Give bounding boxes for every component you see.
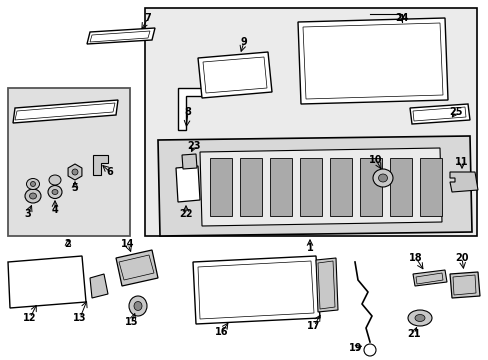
Polygon shape [409, 104, 469, 124]
Bar [269, 158, 291, 216]
Bar [329, 158, 351, 216]
Text: 16: 16 [215, 327, 228, 337]
Text: 7: 7 [144, 13, 151, 23]
Ellipse shape [134, 302, 142, 310]
Text: 13: 13 [73, 313, 86, 323]
Ellipse shape [407, 310, 431, 326]
Polygon shape [198, 52, 271, 98]
Polygon shape [200, 148, 441, 226]
Text: 12: 12 [23, 313, 37, 323]
Bar [359, 158, 381, 216]
Polygon shape [178, 88, 204, 130]
Polygon shape [93, 155, 108, 175]
Polygon shape [297, 18, 447, 104]
Polygon shape [315, 258, 337, 312]
Ellipse shape [26, 179, 40, 189]
Text: 10: 10 [368, 155, 382, 165]
Bar [389, 158, 411, 216]
Bar [419, 158, 441, 216]
Text: 2: 2 [64, 239, 71, 249]
Ellipse shape [72, 169, 78, 175]
Text: 20: 20 [454, 253, 468, 263]
Ellipse shape [363, 344, 375, 356]
Polygon shape [176, 166, 200, 202]
Bar [209, 158, 231, 216]
Bar [8, 88, 130, 236]
Bar [240, 158, 262, 216]
Ellipse shape [49, 175, 61, 185]
Text: 17: 17 [306, 321, 320, 331]
Polygon shape [158, 136, 471, 236]
Polygon shape [116, 250, 158, 286]
Bar [299, 158, 321, 216]
Ellipse shape [25, 189, 41, 203]
Ellipse shape [378, 174, 386, 182]
Text: 23: 23 [187, 141, 201, 151]
Polygon shape [193, 256, 319, 324]
Polygon shape [90, 274, 108, 298]
Text: 9: 9 [240, 37, 247, 47]
Ellipse shape [30, 181, 36, 186]
Text: 24: 24 [394, 13, 408, 23]
Text: 1: 1 [306, 243, 313, 253]
Text: 5: 5 [71, 183, 78, 193]
Text: 22: 22 [179, 209, 192, 219]
Text: 19: 19 [348, 343, 362, 353]
Text: 3: 3 [24, 209, 31, 219]
Polygon shape [8, 256, 86, 308]
Ellipse shape [414, 315, 424, 321]
Text: 21: 21 [407, 329, 420, 339]
Text: 6: 6 [106, 167, 113, 177]
Ellipse shape [372, 169, 392, 187]
Ellipse shape [129, 296, 147, 316]
Text: 15: 15 [125, 317, 139, 327]
Polygon shape [182, 154, 197, 169]
Text: 11: 11 [454, 157, 468, 167]
Ellipse shape [52, 189, 58, 194]
Polygon shape [449, 172, 477, 192]
Text: 25: 25 [448, 107, 462, 117]
Text: 4: 4 [52, 205, 58, 215]
Text: 8: 8 [184, 107, 191, 117]
Ellipse shape [48, 185, 62, 198]
Polygon shape [68, 164, 82, 180]
Bar [145, 8, 476, 236]
Text: 14: 14 [121, 239, 135, 249]
Polygon shape [87, 28, 155, 44]
Ellipse shape [29, 193, 37, 199]
Polygon shape [412, 270, 446, 286]
Text: 18: 18 [408, 253, 422, 263]
Polygon shape [449, 272, 479, 298]
Polygon shape [13, 100, 118, 123]
